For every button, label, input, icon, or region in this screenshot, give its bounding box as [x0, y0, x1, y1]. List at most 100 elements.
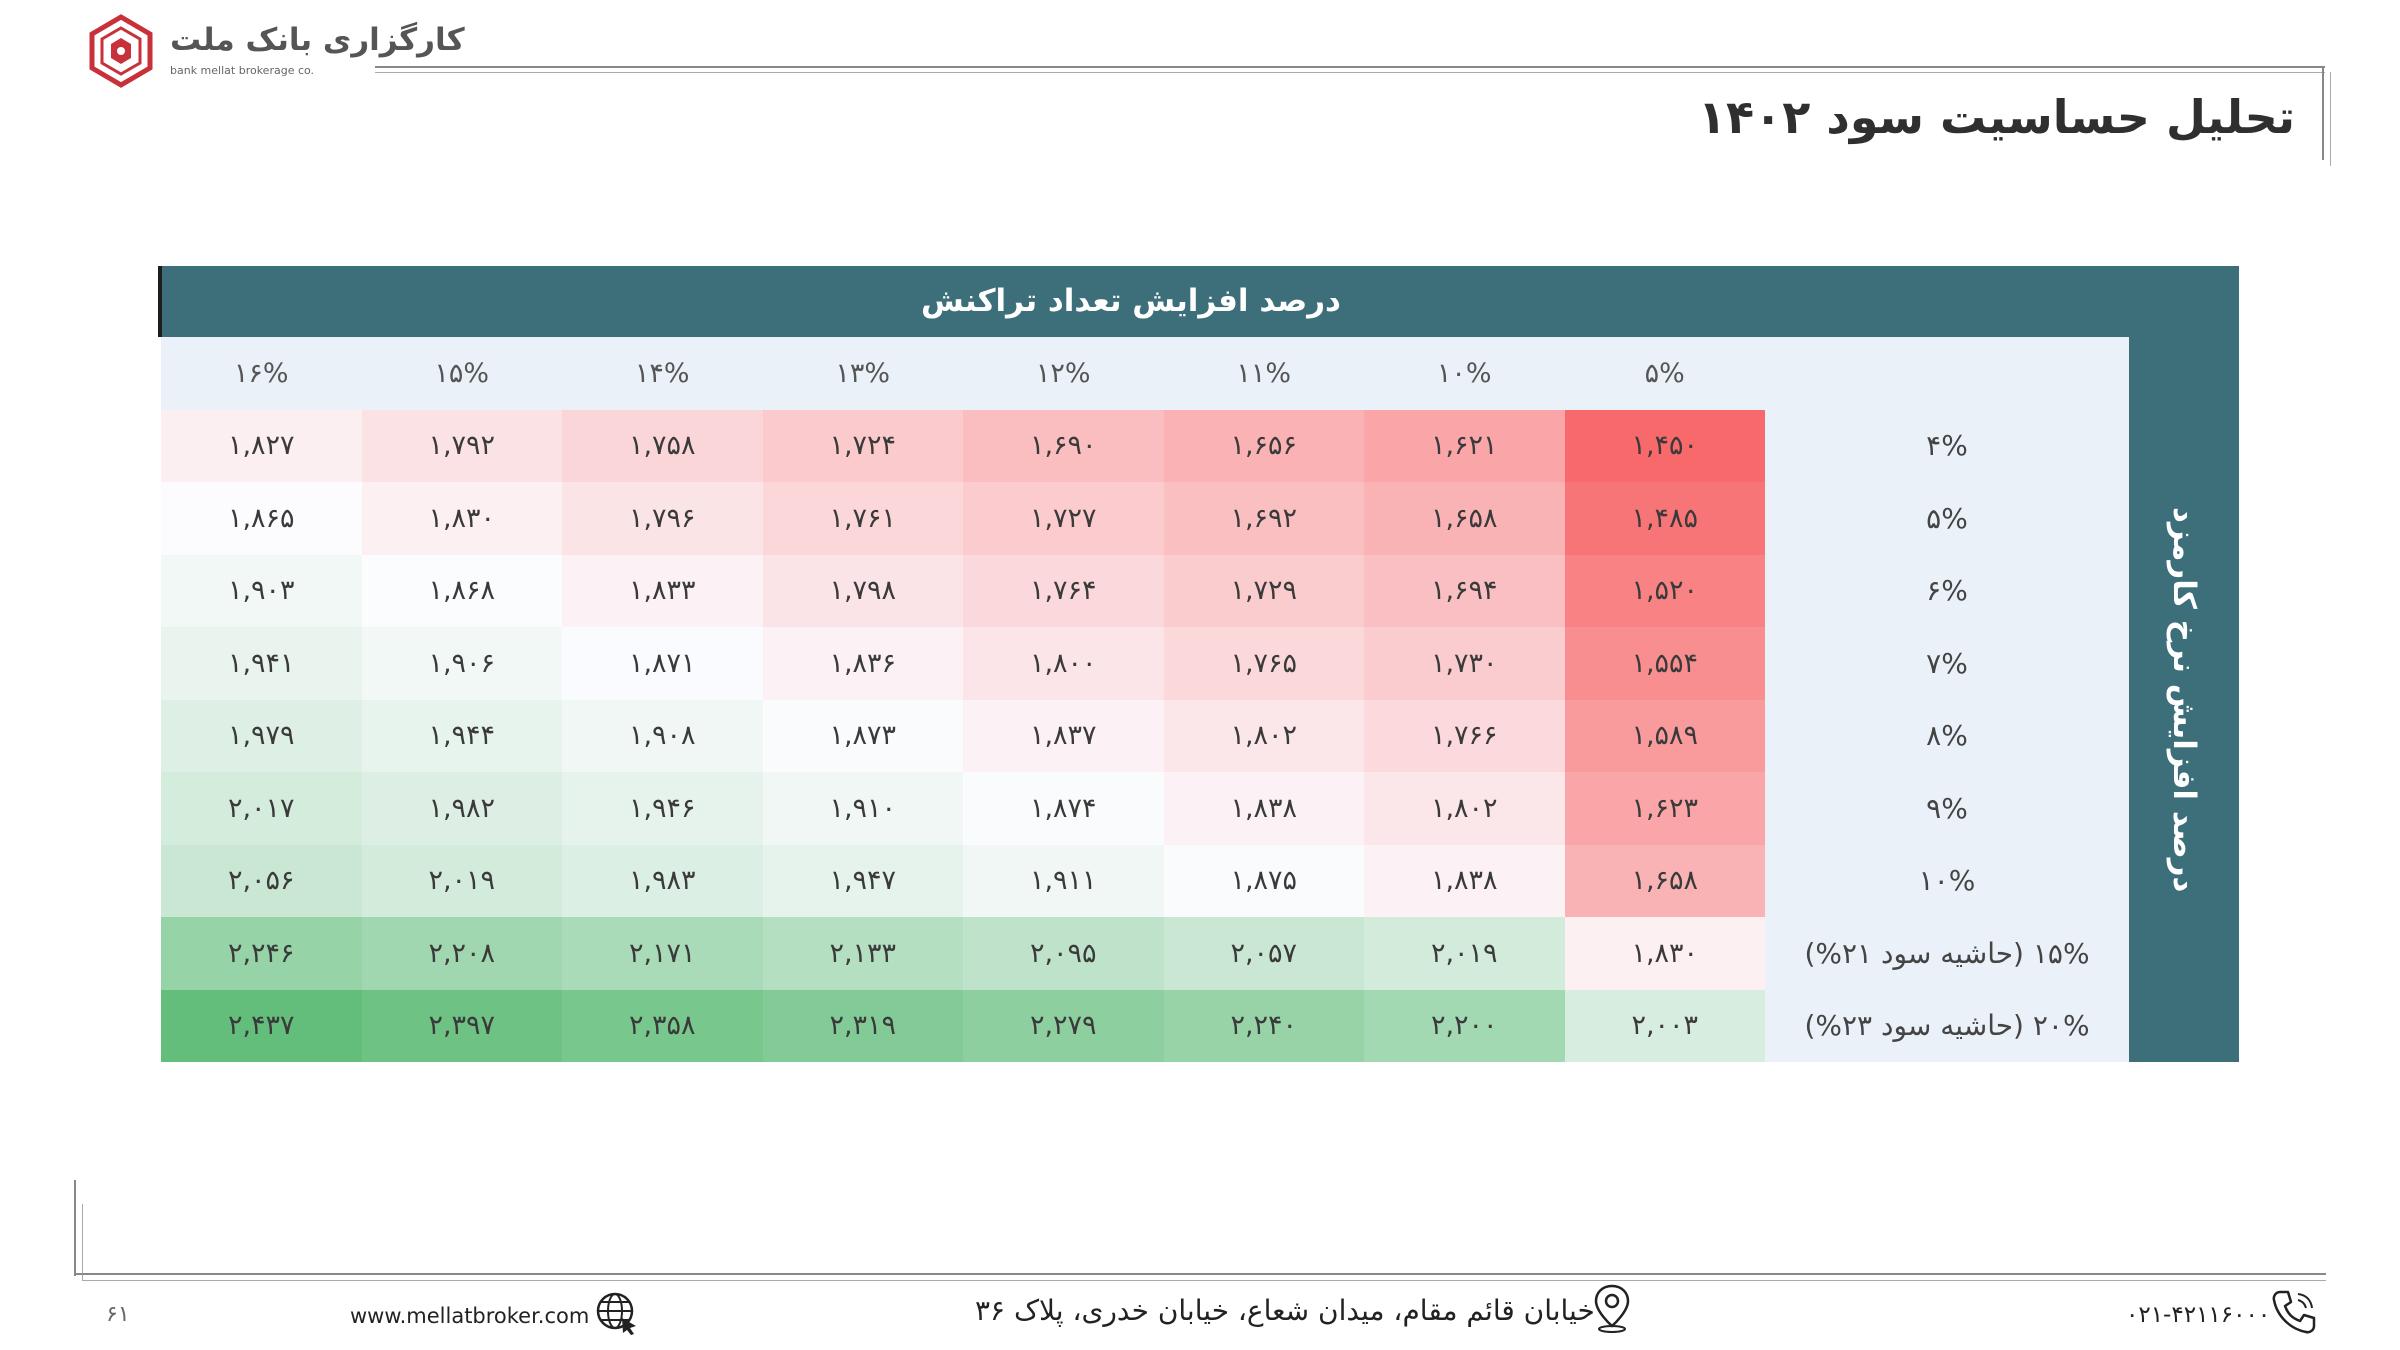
footer-corner-rule-inner — [82, 1204, 83, 1280]
value-cell: ۱,۹۷۹ — [161, 699, 362, 772]
value-cell: ۱,۸۳۸ — [1163, 772, 1364, 845]
header-rule-inner — [375, 72, 2325, 73]
value-cell: ۱,۶۵۶ — [1163, 409, 1364, 482]
column-axis-band — [161, 266, 2239, 337]
value-cell: ۱,۹۸۲ — [361, 772, 562, 845]
row-label: ۶% — [1765, 554, 2129, 627]
value-cell: ۱,۸۷۵ — [1163, 844, 1364, 917]
column-header: ۱۶% — [161, 337, 362, 410]
value-cell: ۱,۸۷۴ — [963, 772, 1164, 845]
value-cell: ۱,۶۹۲ — [1163, 482, 1364, 555]
value-cell: ۱,۸۳۷ — [963, 699, 1164, 772]
value-cell: ۱,۸۳۳ — [562, 554, 763, 627]
value-cell: ۱,۹۱۱ — [963, 844, 1164, 917]
column-axis-band-edge — [158, 266, 162, 337]
value-cell: ۱,۷۵۸ — [562, 409, 763, 482]
footer-rule — [74, 1273, 2326, 1275]
brand-logo: کارگزاری بانک ملت bank mellat brokerage … — [84, 14, 466, 88]
value-cell: ۱,۸۳۰ — [1564, 917, 1765, 990]
value-cell: ۲,۰۱۷ — [161, 772, 362, 845]
value-cell: ۱,۸۶۸ — [361, 554, 562, 627]
value-cell: ۱,۹۴۷ — [762, 844, 963, 917]
value-cell: ۱,۹۴۴ — [361, 699, 562, 772]
column-axis-title: درصد افزایش تعداد تراکنش — [921, 283, 1341, 319]
row-label: ۱۰% — [1765, 844, 2129, 917]
page-title: تحلیل حساسیت سود ۱۴۰۲ — [1697, 90, 2295, 144]
value-cell: ۱,۸۷۳ — [762, 699, 963, 772]
value-cell: ۱,۸۳۰ — [361, 482, 562, 555]
logo-mark-icon — [89, 14, 153, 88]
sensitivity-table: ۱۶% ۱۵% ۱۴% ۱۳% ۱۲% ۱۱% ۱۰% ۵% ۱,۸۲۷ ۱,۷۹۲ ۱,۷۵۸ ۱,… — [161, 337, 2129, 1062]
value-cell: ۱,۸۳۶ — [762, 627, 963, 700]
office-address: خیابان قائم مقام، میدان شعاع، خیابان خدر… — [975, 1294, 1595, 1327]
value-cell: ۲,۲۰۸ — [361, 917, 562, 990]
value-cell: ۲,۲۰۰ — [1364, 989, 1565, 1062]
value-cell: ۱,۸۰۰ — [963, 627, 1164, 700]
brand-name-en: bank mellat brokerage co. — [170, 64, 315, 77]
value-cell: ۱,۷۳۰ — [1364, 627, 1565, 700]
value-cell: ۱,۶۵۸ — [1564, 844, 1765, 917]
value-cell: ۱,۴۸۵ — [1564, 482, 1765, 555]
value-cell: ۱,۷۲۹ — [1163, 554, 1364, 627]
location-pin-icon — [1594, 1284, 1630, 1333]
row-axis-title-wrap: درصد افزایش نرخ کارمزد — [2129, 337, 2239, 1062]
row-axis-title: درصد افزایش نرخ کارمزد — [2166, 506, 2202, 893]
value-cell: ۱,۷۶۶ — [1364, 699, 1565, 772]
value-cell: ۲,۰۵۷ — [1163, 917, 1364, 990]
value-cell: ۲,۳۱۹ — [762, 989, 963, 1062]
header-corner-cell — [1765, 337, 2129, 410]
value-cell: ۱,۸۰۲ — [1364, 772, 1565, 845]
value-cell: ۱,۶۲۱ — [1364, 409, 1565, 482]
value-cell: ۱,۸۳۸ — [1364, 844, 1565, 917]
value-cell: ۱,۹۴۶ — [562, 772, 763, 845]
value-cell: ۲,۰۵۶ — [161, 844, 362, 917]
row-label: ۹% — [1765, 772, 2129, 845]
value-cell: ۱,۹۴۱ — [161, 627, 362, 700]
value-cell: ۱,۹۰۸ — [562, 699, 763, 772]
value-cell: ۱,۷۶۵ — [1163, 627, 1364, 700]
brand-name-fa: کارگزاری بانک ملت — [170, 22, 466, 58]
value-cell: ۱,۷۹۶ — [562, 482, 763, 555]
value-cell: ۱,۵۸۹ — [1564, 699, 1765, 772]
value-cell: ۱,۸۶۵ — [161, 482, 362, 555]
column-header: ۱۵% — [361, 337, 562, 410]
value-cell: ۲,۰۱۹ — [361, 844, 562, 917]
column-header: ۵% — [1564, 337, 1765, 410]
value-cell: ۱,۸۰۲ — [1163, 699, 1364, 772]
column-header: ۱۳% — [762, 337, 963, 410]
website-link[interactable]: www.mellatbroker.com — [350, 1304, 590, 1328]
value-cell: ۲,۲۷۹ — [963, 989, 1164, 1062]
value-cell: ۱,۷۲۷ — [963, 482, 1164, 555]
value-cell: ۱,۶۲۳ — [1564, 772, 1765, 845]
phone-number[interactable]: ۰۲۱-۴۲۱۱۶۰۰۰ — [2126, 1302, 2271, 1328]
footer-rule-inner — [82, 1280, 2326, 1281]
value-cell: ۱,۷۹۸ — [762, 554, 963, 627]
value-cell: ۱,۹۰۶ — [361, 627, 562, 700]
value-cell: ۲,۳۹۷ — [361, 989, 562, 1062]
value-cell: ۲,۱۳۳ — [762, 917, 963, 990]
value-cell: ۱,۹۱۰ — [762, 772, 963, 845]
value-cell: ۲,۰۱۹ — [1364, 917, 1565, 990]
row-label: ۷% — [1765, 627, 2129, 700]
row-label: ۵% — [1765, 482, 2129, 555]
column-header: ۱۴% — [562, 337, 763, 410]
header-rule — [375, 66, 2325, 68]
phone-icon — [2272, 1290, 2316, 1334]
value-cell: ۱,۵۲۰ — [1564, 554, 1765, 627]
footer-corner-rule — [74, 1180, 76, 1276]
value-cell: ۱,۶۹۴ — [1364, 554, 1565, 627]
value-cell: ۱,۶۵۸ — [1364, 482, 1565, 555]
value-cell: ۲,۱۷۱ — [562, 917, 763, 990]
column-header: ۱۰% — [1364, 337, 1565, 410]
value-cell: ۱,۷۶۱ — [762, 482, 963, 555]
row-label: ۸% — [1765, 699, 2129, 772]
value-cell: ۱,۷۹۲ — [361, 409, 562, 482]
value-cell: ۱,۷۶۴ — [963, 554, 1164, 627]
value-cell: ۲,۲۴۶ — [161, 917, 362, 990]
page-number: ۶۱ — [106, 1302, 130, 1327]
column-header: ۱۱% — [1163, 337, 1364, 410]
value-cell: ۲,۰۹۵ — [963, 917, 1164, 990]
value-cell: ۱,۹۰۳ — [161, 554, 362, 627]
row-label: ۲۰% (حاشیه سود ۲۳%) — [1765, 989, 2129, 1062]
column-header: ۱۲% — [963, 337, 1164, 410]
